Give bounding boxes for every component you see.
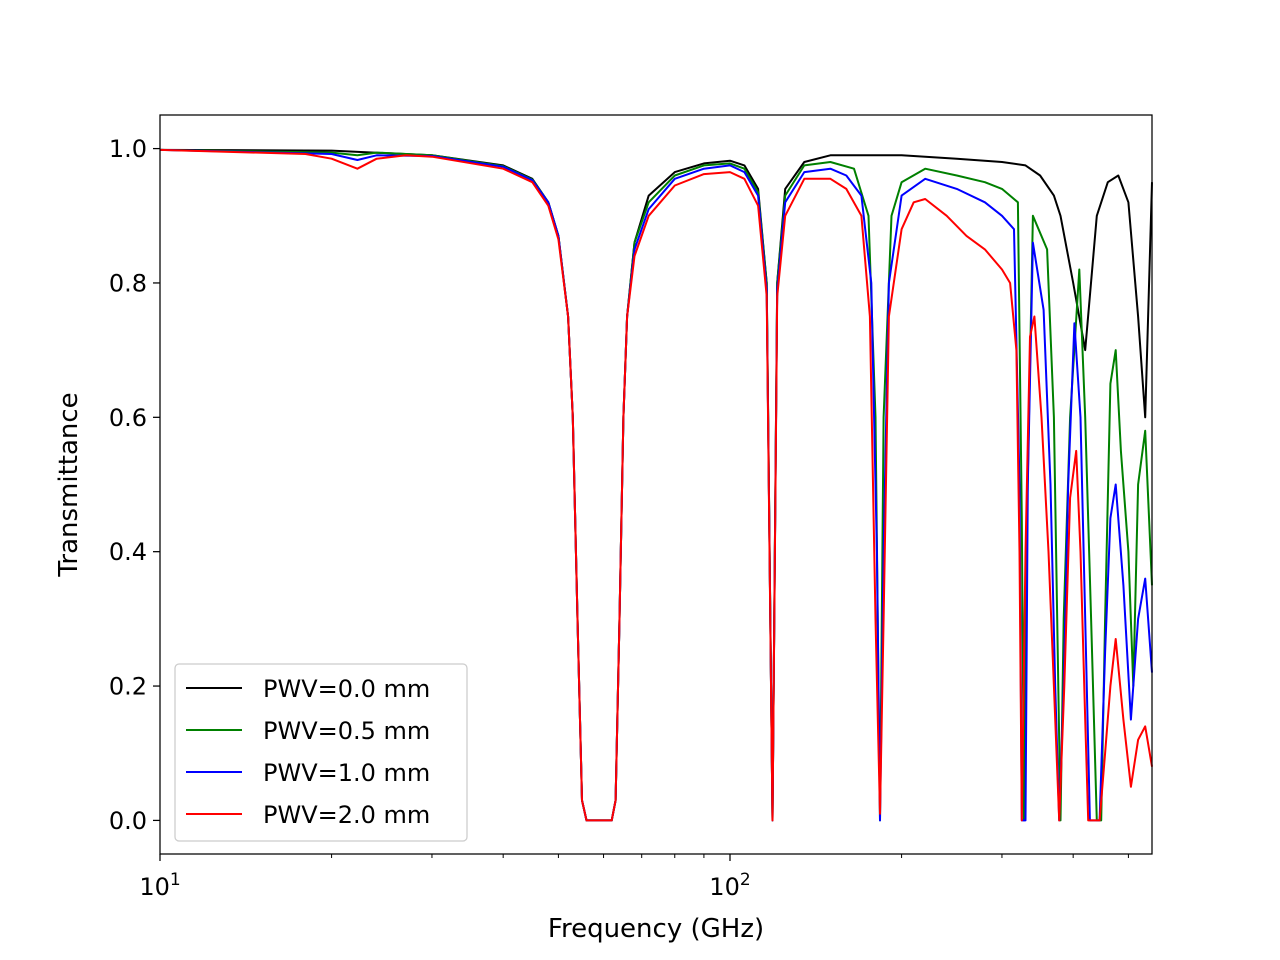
y-tick-label-4: 0.8 xyxy=(109,269,147,297)
y-tick-label-0: 0.0 xyxy=(109,807,147,835)
x-axis-label: Frequency (GHz) xyxy=(548,914,764,944)
y-tick-label-5: 1.0 xyxy=(109,135,147,163)
y-tick-label-1: 0.2 xyxy=(109,673,147,701)
legend-label-3: PWV=2.0 mm xyxy=(263,801,430,829)
y-tick-label-2: 0.4 xyxy=(109,538,147,566)
legend-label-0: PWV=0.0 mm xyxy=(263,675,430,703)
legend-label-1: PWV=0.5 mm xyxy=(263,717,430,745)
y-axis-ticks: 0.0 0.2 0.4 0.6 0.8 1.0 xyxy=(109,135,160,835)
series-lines xyxy=(159,148,1153,822)
y-axis-label: Transmittance xyxy=(54,392,84,577)
y-tick-label-3: 0.6 xyxy=(109,404,147,432)
x-axis-ticks: 101 102 xyxy=(139,854,1129,901)
x-tick-label-1: 102 xyxy=(709,870,750,901)
legend-box xyxy=(174,663,468,842)
series-line-3 xyxy=(159,148,1153,822)
legend: PWV=0.0 mm PWV=0.5 mm PWV=1.0 mm PWV=2.0 mm xyxy=(174,663,468,842)
x-tick-label-0: 101 xyxy=(139,870,180,901)
legend-label-2: PWV=1.0 mm xyxy=(263,759,430,787)
axes-frame xyxy=(159,114,1153,855)
